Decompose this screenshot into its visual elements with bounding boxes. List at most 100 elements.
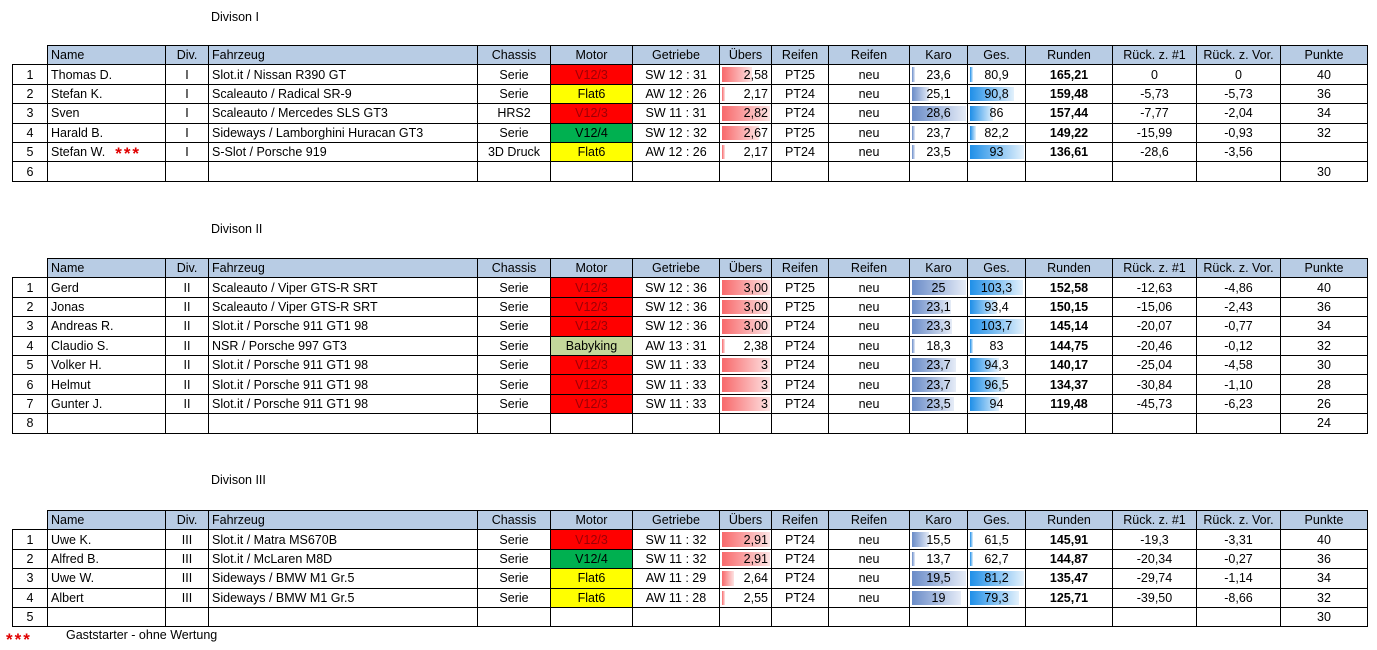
cell-text: 28,6	[926, 106, 951, 121]
cell-text: PT24	[785, 396, 815, 411]
header-cell: Runden	[1025, 45, 1113, 66]
header-cell: Übers	[719, 45, 772, 66]
table-cell	[165, 607, 209, 628]
header-cell: Runden	[1025, 510, 1113, 531]
table-cell: neu	[828, 529, 910, 550]
cell-text: -0,93	[1224, 125, 1253, 140]
table-cell: PT24	[771, 142, 829, 163]
cell-text: 30	[1317, 164, 1331, 179]
cell-text: Albert	[51, 590, 84, 605]
data-bar	[912, 396, 954, 412]
table-cell: 150,15	[1025, 296, 1113, 318]
row-number: 4	[26, 590, 34, 605]
cell-text: neu	[858, 299, 880, 314]
table-cell: PT25	[771, 122, 829, 143]
table-cell: 94,3	[967, 355, 1026, 376]
cell-text: Andreas R.	[51, 319, 114, 334]
table-cell: AW 12 : 26	[632, 83, 720, 105]
cell-text: Gunter J.	[51, 396, 103, 411]
cell-text: I	[185, 106, 189, 121]
table-cell: -3,56	[1196, 142, 1281, 163]
table-cell: SW 11 : 31	[632, 103, 720, 124]
table-cell: 2	[12, 83, 48, 105]
table-cell: 5	[12, 142, 48, 163]
table-cell: 90,8	[967, 83, 1026, 105]
data-bar	[722, 125, 759, 140]
header-cell: Getriebe	[632, 45, 720, 66]
table-cell: 4	[12, 122, 48, 143]
table-cell: 32	[1280, 335, 1368, 356]
data-bar	[722, 67, 753, 82]
cell-text: 2,17	[743, 145, 768, 160]
cell-text: neu	[858, 358, 880, 373]
data-bar	[970, 280, 1023, 295]
table-cell: Serie	[477, 374, 551, 395]
table-cell: -28,6	[1112, 142, 1197, 163]
header-cell: Fahrzeug	[208, 45, 478, 66]
cell-text: Slot.it / Matra MS670B	[212, 532, 338, 547]
table-cell: 40	[1280, 64, 1368, 85]
header-cell: Fahrzeug	[208, 510, 478, 531]
table-cell: I	[165, 83, 209, 105]
row-number: 1	[26, 67, 34, 82]
row-number: 5	[26, 358, 34, 373]
cell-text: -1,14	[1224, 571, 1253, 586]
cell-text: 32	[1317, 125, 1331, 140]
table-cell: Alfred B.	[47, 548, 166, 570]
cell-text: SW 12 : 36	[645, 319, 707, 334]
table-cell: 2,17	[719, 142, 772, 163]
cell-text: neu	[858, 125, 880, 140]
table-cell: -15,99	[1112, 122, 1197, 143]
header-cell: Div.	[165, 258, 209, 279]
cell-text: 19	[931, 590, 946, 605]
table-cell: Flat6	[550, 83, 633, 105]
table-cell: neu	[828, 296, 910, 318]
cell-text: 134,37	[1049, 377, 1089, 392]
header-cell: Motor	[550, 510, 633, 531]
table-cell: NSR / Porsche 997 GT3	[208, 335, 478, 356]
table-cell: Scaleauto / Viper GTS-R SRT	[208, 296, 478, 318]
cell-text: Slot.it / McLaren M8D	[212, 551, 333, 566]
cell-text: neu	[858, 338, 880, 353]
table-cell: -0,12	[1196, 335, 1281, 356]
cell-text: 62,7	[984, 551, 1009, 566]
table-cell: II	[165, 393, 209, 415]
cell-text: 93	[989, 145, 1004, 160]
table-cell: -12,63	[1112, 277, 1197, 298]
row-number: 4	[26, 338, 34, 353]
cell-text: neu	[858, 86, 880, 101]
cell-text: Serie	[499, 319, 529, 334]
row-number: 7	[26, 396, 34, 411]
data-bar	[912, 590, 962, 605]
cell-text: PT24	[785, 358, 815, 373]
table-cell: Slot.it / Porsche 911 GT1 98	[208, 393, 478, 415]
table-cell	[550, 161, 633, 182]
data-bar	[970, 551, 974, 567]
table-cell: AW 11 : 29	[632, 568, 720, 589]
table-cell: Thomas D.	[47, 64, 166, 85]
cell-text: -4,86	[1224, 280, 1253, 295]
guest-marker: ***	[115, 144, 142, 163]
data-bar	[912, 299, 951, 315]
table-cell: -7,77	[1112, 103, 1197, 124]
table-cell: -8,66	[1196, 587, 1281, 608]
cell-text: Serie	[499, 532, 529, 547]
cell-text: Harald B.	[51, 125, 104, 140]
data-bar	[970, 145, 1024, 160]
data-bar	[722, 532, 770, 547]
cell-text: PT24	[785, 532, 815, 547]
table-cell: 15,5	[909, 529, 968, 550]
cell-text: Serie	[499, 67, 529, 82]
cell-text: SW 12 : 32	[645, 125, 707, 140]
cell-text: 80,9	[984, 67, 1009, 82]
table-cell: Flat6	[550, 587, 633, 608]
cell-text: Serie	[499, 86, 529, 101]
cell-text: AW 13 : 31	[645, 338, 707, 353]
cell-text: 3	[761, 358, 768, 373]
table-cell: PT24	[771, 587, 829, 608]
cell-text: Serie	[499, 551, 529, 566]
table-cell: 34	[1280, 316, 1368, 337]
data-bar	[912, 338, 915, 353]
table-cell: 82,2	[967, 122, 1026, 143]
table-cell	[828, 161, 910, 182]
